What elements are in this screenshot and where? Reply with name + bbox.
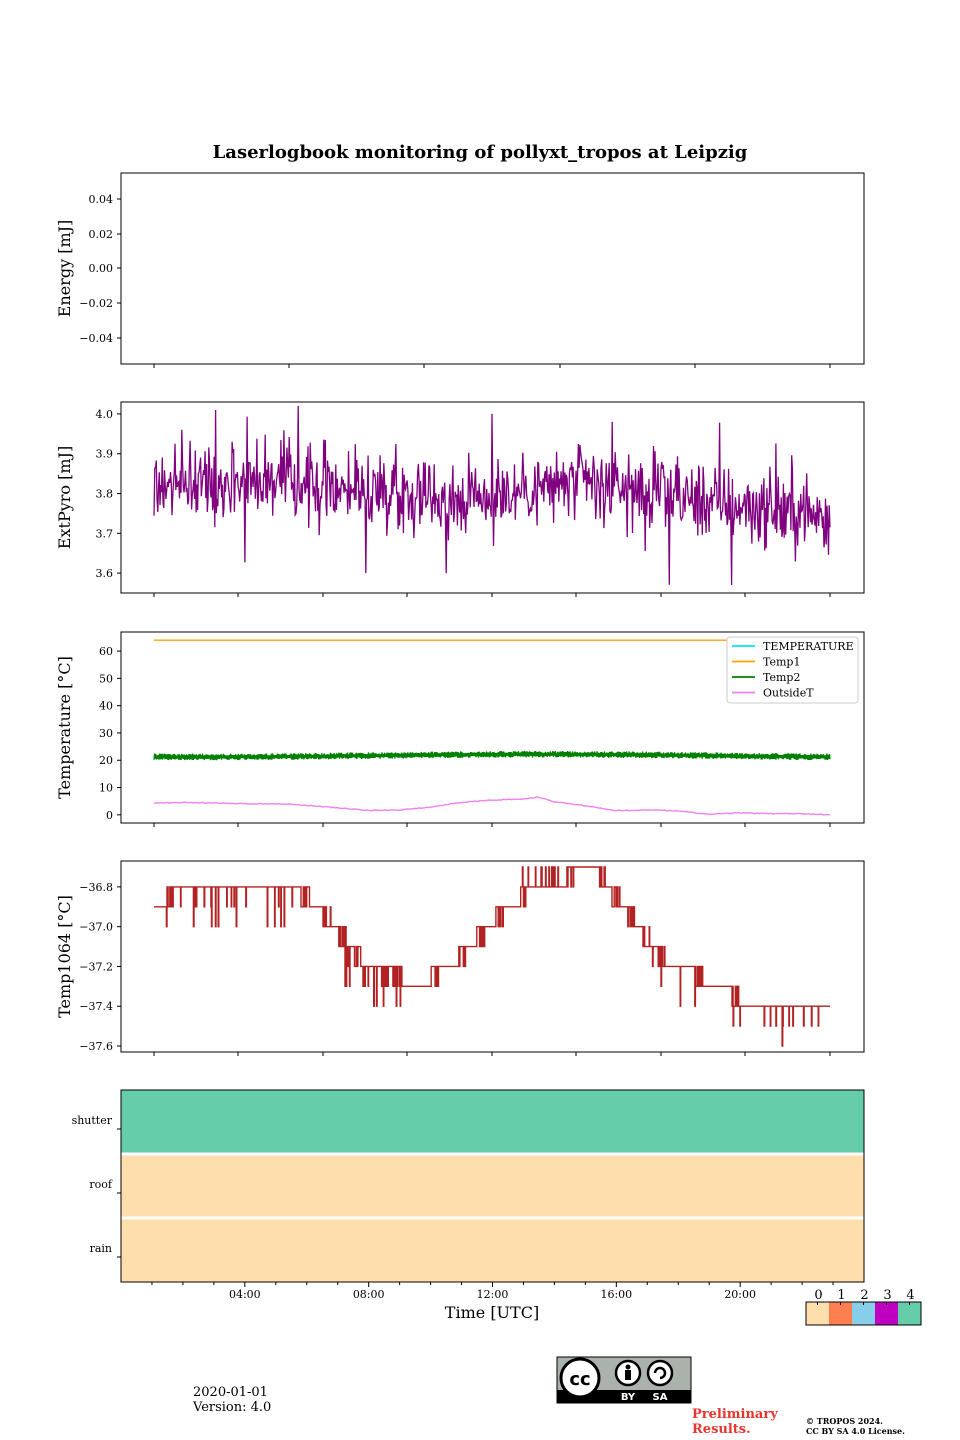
extpyro-ytick-label: 3.7: [96, 527, 114, 540]
status-xtick-label: 04:00: [229, 1288, 261, 1301]
colorbar-swatch-4: [898, 1302, 921, 1325]
temp1064-axes: −36.8 −37.0 −37.2 −37.4 −37.6 Temp1064 [°C]: [55, 860, 865, 1056]
colorbar-label-4: 4: [906, 1288, 914, 1303]
extpyro-ytick-label: 3.9: [96, 448, 114, 461]
temp1064-ylabel: Temp1064 [°C]: [55, 895, 74, 1018]
temperature-ytick-label: 30: [99, 727, 113, 740]
temp2-series-line: [153, 750, 831, 761]
status-row-rain: [121, 1218, 864, 1282]
energy-ytick-label: 0.04: [89, 193, 114, 206]
temperature-legend: TEMPERATURE Temp1 Temp2 OutsideT: [726, 636, 859, 704]
date-label: 2020-01-01: [193, 1385, 268, 1400]
temperature-ylabel: Temperature [°C]: [55, 656, 74, 799]
legend-box: [726, 636, 859, 704]
energy-axes: 0.04 0.02 0.00 −0.02 −0.04 Energy [mJ]: [55, 172, 865, 368]
temp1064-ytick-label: −37.0: [79, 921, 113, 934]
energy-frame: [120, 172, 865, 365]
extpyro-axes: 4.0 3.9 3.8 3.7 3.6 ExtPyro [mJ]: [55, 401, 865, 597]
colorbar-label-3: 3: [883, 1288, 891, 1303]
temp1064-ytick-label: −37.6: [79, 1040, 113, 1053]
version-label: Version: 4.0: [192, 1400, 271, 1415]
temp1064-ytick-label: −36.8: [79, 881, 113, 894]
temp1064-frame: [120, 860, 865, 1053]
figure-title: Laserlogbook monitoring of pollyxt_tropo…: [213, 142, 748, 163]
temp1064-series-line: [154, 866, 830, 1047]
temperature-ytick-label: 20: [99, 754, 113, 767]
cc-by-sa-license-icon: cc BY SA: [556, 1356, 692, 1404]
extpyro-ylabel: ExtPyro [mJ]: [55, 446, 74, 549]
colorbar-label-2: 2: [860, 1288, 868, 1303]
extpyro-ytick-label: 3.8: [96, 488, 114, 501]
extpyro-ytick-label: 4.0: [96, 408, 114, 421]
cc-sa-label: SA: [653, 1392, 668, 1403]
temperature-ytick-label: 40: [99, 700, 113, 713]
extpyro-ytick-label: 3.6: [96, 567, 114, 580]
colorbar-frame: [805, 1301, 922, 1326]
energy-ylabel: Energy [mJ]: [55, 220, 74, 318]
energy-ytick-label: 0.02: [89, 228, 114, 241]
svg-text:cc: cc: [569, 1369, 590, 1390]
energy-ytick-label: −0.02: [79, 297, 113, 310]
colorbar-swatch-2: [852, 1302, 875, 1325]
energy-ytick-label: −0.04: [79, 332, 113, 345]
temperature-axes: 60 50 40 30 20 10 0 Temperature [°C]: [55, 631, 865, 827]
status-xtick-label: 20:00: [724, 1288, 756, 1301]
status-xtick-label: 08:00: [353, 1288, 385, 1301]
cc-by-label: BY: [621, 1392, 636, 1403]
plot-area: 0.04 0.02 0.00 −0.02 −0.04 Energy [mJ] 4.0 3.9 3…: [55, 172, 922, 1326]
legend-temp2-label: Temp2: [763, 671, 800, 684]
copyright-line1: © TROPOS 2024.: [806, 1416, 883, 1426]
temp1064-ytick-label: −37.2: [79, 960, 113, 973]
energy-ytick-label: 0.00: [89, 262, 114, 275]
temperature-ytick-label: 50: [99, 672, 113, 685]
preliminary-label-line2: Results.: [692, 1422, 751, 1437]
colorbar-label-0: 0: [814, 1288, 822, 1303]
status-row-shutter: [121, 1090, 864, 1154]
status-label-roof: roof: [89, 1178, 113, 1191]
colorbar-swatch-3: [875, 1302, 898, 1325]
legend-temp1-label: Temp1: [763, 656, 800, 669]
preliminary-label-line1: Preliminary: [692, 1407, 778, 1422]
extpyro-series-line: [153, 405, 831, 586]
temperature-ytick-label: 60: [99, 645, 113, 658]
copyright-line2: CC BY SA 4.0 License.: [806, 1426, 905, 1436]
outsidet-series-line: [153, 796, 830, 816]
temp1064-ytick-label: −37.4: [79, 1000, 113, 1013]
status-axes: shutter roof rain 04:00 08:00 12:00 16:00 20:00…: [72, 1089, 865, 1322]
colorbar-label-1: 1: [837, 1288, 845, 1303]
status-label-shutter: shutter: [72, 1114, 113, 1127]
status-xtick-label: 12:00: [477, 1288, 509, 1301]
status-xlabel: Time [UTC]: [445, 1303, 539, 1322]
status-xtick-label: 16:00: [600, 1288, 632, 1301]
colorbar-swatch-1: [829, 1302, 852, 1325]
legend-outsidet-label: OutsideT: [763, 687, 814, 700]
colorbar-swatch-0: [806, 1302, 829, 1325]
legend-temperature-label: TEMPERATURE: [763, 640, 854, 653]
status-label-rain: rain: [90, 1242, 112, 1255]
temperature-ytick-label: 10: [99, 782, 113, 795]
status-row-roof: [121, 1154, 864, 1218]
temperature-ytick-label: 0: [106, 809, 113, 822]
